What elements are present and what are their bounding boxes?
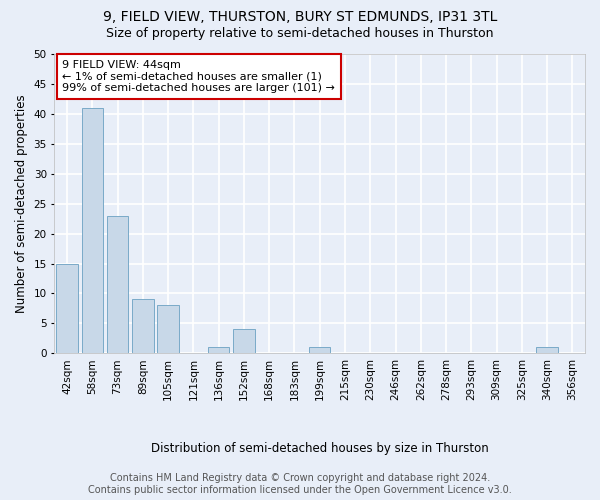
Bar (208, 348, 229, 354)
Text: 9 FIELD VIEW: 44sqm
← 1% of semi-detached houses are smaller (1)
99% of semi-det: 9 FIELD VIEW: 44sqm ← 1% of semi-detache… (62, 60, 335, 93)
X-axis label: Distribution of semi-detached houses by size in Thurston: Distribution of semi-detached houses by … (151, 442, 488, 455)
Text: Size of property relative to semi-detached houses in Thurston: Size of property relative to semi-detach… (106, 28, 494, 40)
Bar (107, 216, 128, 354)
Bar (132, 300, 154, 354)
Text: Contains HM Land Registry data © Crown copyright and database right 2024.
Contai: Contains HM Land Registry data © Crown c… (88, 474, 512, 495)
Bar (157, 306, 179, 354)
Bar (233, 330, 254, 353)
Bar (56, 264, 78, 354)
Text: 9, FIELD VIEW, THURSTON, BURY ST EDMUNDS, IP31 3TL: 9, FIELD VIEW, THURSTON, BURY ST EDMUNDS… (103, 10, 497, 24)
Bar (536, 348, 558, 354)
Y-axis label: Number of semi-detached properties: Number of semi-detached properties (15, 94, 28, 313)
Bar (82, 108, 103, 354)
Bar (309, 348, 331, 354)
